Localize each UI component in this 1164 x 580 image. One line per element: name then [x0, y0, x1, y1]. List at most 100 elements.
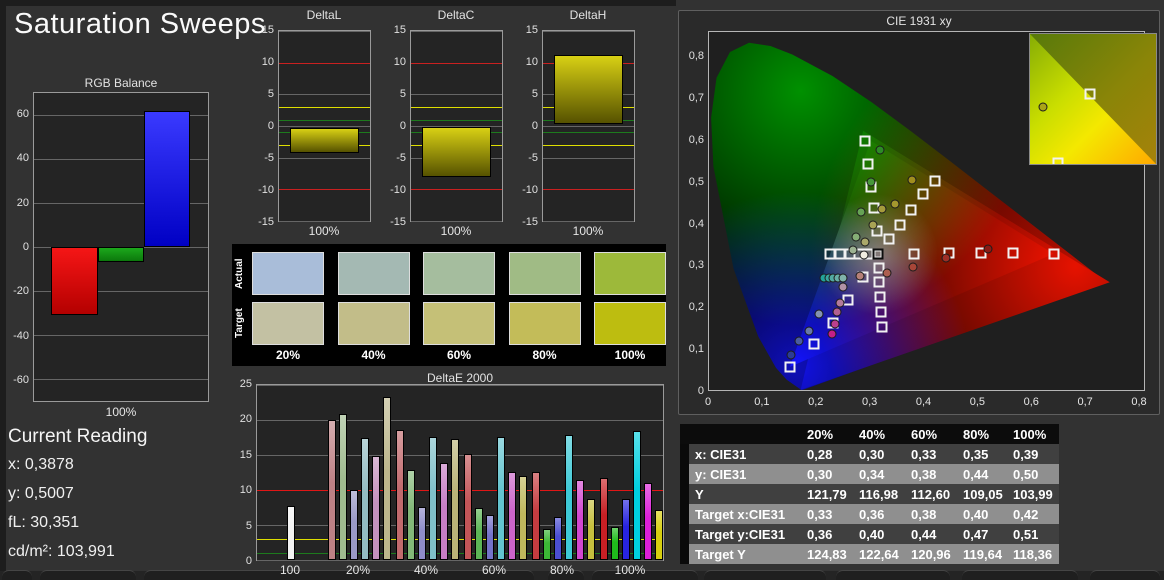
deltae-group-label: 20% [345, 563, 371, 577]
target-marker [883, 233, 895, 245]
table-row-label: Target x:CIE31 [689, 504, 801, 524]
deltae-bar [643, 483, 652, 560]
table-cell: 0,40 [853, 524, 905, 544]
table-cell: 0,42 [1007, 504, 1059, 524]
swatch-column-label: 80% [532, 348, 557, 362]
gridline [34, 291, 208, 292]
collapsed-panel-tab[interactable] [836, 570, 950, 580]
table-gutter [680, 444, 689, 464]
collapsed-panel-tab[interactable] [2, 570, 32, 580]
deltae-bar [338, 414, 347, 560]
y-tick-label: 0 [245, 555, 252, 567]
table-gutter [680, 544, 689, 564]
table-header-cell: 80% [957, 424, 1007, 444]
y-tick-label: -60 [13, 373, 29, 386]
reference-line [279, 189, 370, 191]
table-cell: 0,38 [905, 464, 957, 484]
gridline [279, 157, 370, 159]
deltae-bar [610, 527, 619, 560]
swatch-row-label-target: Target [234, 308, 245, 339]
collapsed-panel-tab[interactable] [144, 570, 534, 580]
gridline [411, 31, 502, 32]
cie-x-tick-label: 0,2 [808, 396, 824, 408]
reference-line [279, 119, 370, 121]
target-marker [929, 175, 941, 187]
bar-blue [143, 110, 190, 247]
collapsed-panel-tab[interactable] [548, 570, 584, 580]
collapsed-panel-tab[interactable] [40, 570, 136, 580]
measured-marker [882, 268, 892, 278]
gridline [411, 221, 502, 222]
cie-x-tick-label: 0,3 [861, 396, 878, 408]
reference-line [257, 553, 663, 554]
cie-title: CIE 1931 xy [886, 14, 952, 28]
gridline [34, 115, 208, 116]
gridline [34, 335, 208, 336]
deltae-bar [428, 436, 437, 560]
y-tick-label: 15 [239, 448, 252, 461]
deltae-bar [474, 507, 483, 560]
y-tick-label: 0 [22, 241, 29, 253]
table-row-label: Target Y [689, 544, 801, 564]
reading-value: x: 0,3878 [8, 456, 74, 473]
collapsed-panel-tab[interactable] [962, 570, 1078, 580]
table-cell: 0,30 [853, 444, 905, 464]
deltae-group-label: 80% [549, 563, 575, 577]
deltae-group-label: 100 [279, 563, 301, 577]
deltae-plot [256, 384, 664, 561]
cie-x-tick-label: 0,1 [754, 396, 770, 408]
table-cell: 120,96 [905, 544, 957, 564]
measured-marker [814, 309, 824, 319]
deltae-group-label: 60% [481, 563, 507, 577]
delta-chart-x-label: 100% [572, 224, 604, 238]
cie-1931-panel: CIE 1931 xy 0 0,1 0,2 0,3 0,4 0,5 0,6 0,7 0,8 0,8… [678, 10, 1160, 415]
reference-line [411, 107, 502, 108]
y-tick-label: -5 [264, 152, 274, 164]
measured-marker [830, 319, 840, 329]
deltae-bar [417, 506, 426, 560]
measured-marker [866, 177, 876, 187]
table-gutter [680, 484, 689, 504]
y-tick-label: 5 [245, 519, 252, 532]
gridline [257, 420, 663, 421]
table-header-cell: 20% [801, 424, 853, 444]
bar-green [97, 247, 144, 263]
delta-chart-plot [542, 30, 635, 222]
swatch-target-20% [252, 302, 324, 345]
measured-marker [832, 307, 842, 317]
cie-y-tick-label: 0,4 [688, 217, 704, 230]
y-tick-label: 5 [531, 88, 538, 100]
deltae-bar [575, 480, 584, 560]
delta-bar [289, 127, 360, 154]
collapsed-panel-tab[interactable] [592, 570, 698, 580]
delta-bar [553, 55, 624, 125]
rgb-balance-x-label: 100% [105, 405, 137, 419]
table-gutter [680, 504, 689, 524]
gridline [257, 560, 663, 561]
y-tick-label: -10 [258, 184, 274, 196]
y-tick-label: 10 [525, 56, 538, 68]
measured-marker [890, 199, 900, 209]
table-cell: 0,33 [905, 444, 957, 464]
target-marker [876, 321, 888, 333]
rgb-balance-title: RGB Balance [84, 76, 158, 90]
delta-bar [421, 127, 492, 177]
table-cell: 0,34 [853, 464, 905, 484]
table-row-label: x: CIE31 [689, 444, 801, 464]
table-cell: 118,36 [1007, 544, 1059, 564]
table-cell: 0,51 [1007, 524, 1059, 544]
gridline [34, 159, 208, 160]
collapsed-panel-tab[interactable] [704, 570, 826, 580]
deltae-bar [395, 429, 404, 560]
swatch-row-label-actual: Actual [234, 258, 245, 289]
y-tick-label: 20 [239, 413, 252, 426]
swatch-actual-80% [508, 252, 581, 295]
measured-marker [875, 145, 885, 155]
measured-marker [786, 350, 796, 360]
reference-line [279, 107, 370, 108]
deltae-bar [485, 514, 494, 560]
table-row-label: Target y:CIE31 [689, 524, 801, 544]
collapsed-panel-tab[interactable] [1090, 570, 1160, 580]
y-tick-label: -10 [390, 184, 406, 196]
y-tick-label: 10 [239, 484, 252, 497]
